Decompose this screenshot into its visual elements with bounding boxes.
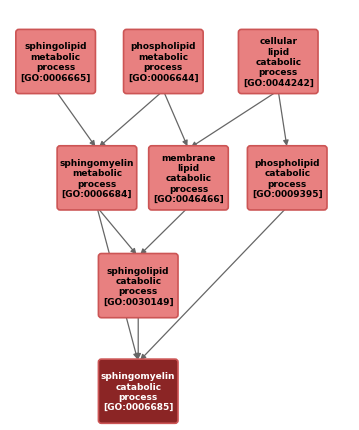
Text: membrane
lipid
catabolic
process
[GO:0046466]: membrane lipid catabolic process [GO:004… bbox=[153, 153, 224, 204]
FancyBboxPatch shape bbox=[149, 147, 228, 210]
Text: sphingolipid
catabolic
process
[GO:0030149]: sphingolipid catabolic process [GO:00301… bbox=[103, 266, 173, 306]
FancyBboxPatch shape bbox=[247, 147, 327, 210]
Text: phospholipid
metabolic
process
[GO:0006644]: phospholipid metabolic process [GO:00066… bbox=[128, 42, 199, 83]
Text: phospholipid
catabolic
process
[GO:0009395]: phospholipid catabolic process [GO:00093… bbox=[252, 158, 322, 199]
FancyBboxPatch shape bbox=[238, 31, 318, 94]
Text: sphingomyelin
metabolic
process
[GO:0006684]: sphingomyelin metabolic process [GO:0006… bbox=[60, 158, 134, 199]
FancyBboxPatch shape bbox=[98, 254, 178, 318]
FancyBboxPatch shape bbox=[16, 31, 95, 94]
Text: sphingomyelin
catabolic
process
[GO:0006685]: sphingomyelin catabolic process [GO:0006… bbox=[101, 371, 176, 412]
Text: cellular
lipid
catabolic
process
[GO:0044242]: cellular lipid catabolic process [GO:004… bbox=[243, 37, 314, 88]
FancyBboxPatch shape bbox=[123, 31, 203, 94]
FancyBboxPatch shape bbox=[57, 147, 137, 210]
Text: sphingolipid
metabolic
process
[GO:0006665]: sphingolipid metabolic process [GO:00066… bbox=[20, 42, 91, 83]
FancyBboxPatch shape bbox=[98, 359, 178, 423]
